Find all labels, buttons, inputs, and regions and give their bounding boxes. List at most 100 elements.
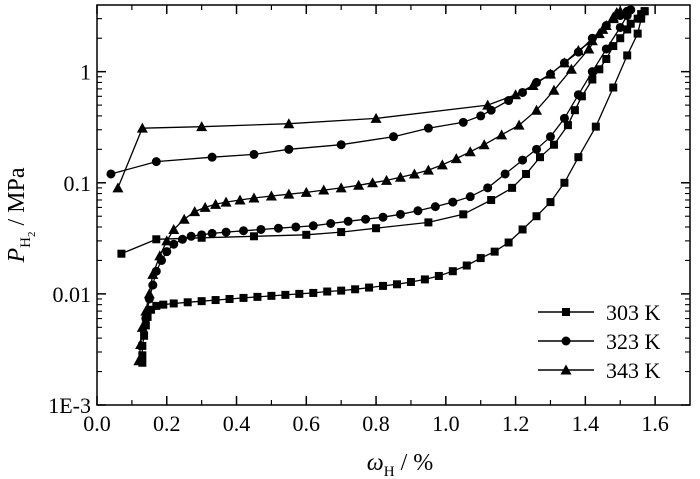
series-circle [106, 5, 636, 324]
data-point [267, 291, 276, 300]
data-point [434, 271, 443, 280]
data-point [637, 14, 646, 23]
data-point [211, 296, 220, 305]
data-point [601, 44, 611, 54]
data-point [478, 139, 490, 150]
data-point [518, 225, 527, 234]
data-point [518, 155, 528, 165]
data-point [168, 223, 180, 234]
data-point [574, 153, 583, 162]
data-point [424, 218, 433, 227]
data-point [462, 261, 471, 270]
plot-frame [96, 4, 691, 406]
data-point [549, 140, 558, 149]
data-point [378, 212, 388, 222]
data-point [351, 285, 360, 294]
y-tick-label: 1E-3 [48, 393, 91, 418]
data-point [476, 254, 485, 263]
data-point [152, 235, 161, 244]
data-point [609, 83, 618, 92]
data-point [248, 192, 260, 203]
data-point [532, 212, 541, 221]
plot-border [96, 4, 691, 406]
data-point [308, 221, 318, 231]
data-point [565, 63, 577, 74]
data-point [178, 213, 190, 224]
data-point [273, 223, 283, 233]
legend-marker [560, 364, 572, 375]
data-point [459, 210, 468, 219]
x-tick-label: 1.0 [432, 411, 460, 436]
data-point [152, 301, 161, 310]
y-tick-label: 0.1 [64, 171, 92, 196]
data-point [318, 184, 330, 195]
data-point [465, 192, 475, 202]
data-point [395, 209, 405, 219]
data-point [389, 132, 398, 142]
data-point [283, 118, 295, 129]
data-point [640, 7, 649, 16]
data-point [162, 247, 172, 257]
legend-marker [561, 336, 571, 346]
data-point [361, 214, 371, 224]
legend-entry: 323 K [538, 329, 661, 354]
data-point [607, 11, 619, 22]
data-point [141, 321, 150, 330]
data-point [197, 230, 207, 240]
data-point [239, 226, 249, 236]
legend-entry: 343 K [538, 358, 661, 383]
data-point [336, 140, 346, 150]
data-point [147, 268, 159, 279]
data-point [560, 178, 569, 187]
y-axis-ticks: 1E-3 0.01 0.1 1 [48, 18, 690, 418]
data-point [253, 292, 262, 301]
data-point [136, 321, 148, 332]
x-tick-label: 0.8 [362, 411, 390, 436]
data-point [408, 168, 420, 179]
data-point [504, 238, 513, 247]
data-point [536, 153, 545, 162]
data-point [559, 113, 569, 123]
data-point [210, 198, 222, 209]
data-point [623, 25, 632, 34]
data-point [140, 331, 149, 340]
data-point [169, 239, 179, 249]
data-point [300, 186, 312, 197]
data-point [548, 84, 560, 95]
y-tick-label: 0.01 [53, 282, 92, 307]
data-point [513, 119, 525, 130]
data-point [372, 224, 381, 233]
data-point [464, 146, 476, 157]
data-point [496, 129, 508, 140]
data-point [423, 123, 433, 133]
x-tick-label: 0.6 [293, 411, 321, 436]
data-point [532, 144, 542, 154]
data-point [595, 65, 604, 74]
data-point [154, 250, 166, 261]
data-point [169, 299, 178, 308]
y-axis-title: PH2 / MPa [4, 167, 38, 263]
data-point [381, 174, 393, 185]
data-point [558, 57, 570, 68]
data-point [365, 283, 374, 292]
legend-marker [562, 308, 570, 316]
legend: 303 K 323 K 343 K [538, 300, 661, 383]
series-line [110, 8, 633, 319]
data-point [482, 99, 494, 110]
data-point [379, 281, 388, 290]
legend-label: 303 K [606, 300, 661, 325]
y-tick-label: 1 [80, 60, 91, 85]
data-point [597, 23, 609, 34]
data-point [249, 149, 259, 159]
data-point [337, 286, 346, 295]
data-point [490, 247, 499, 256]
x-axis-title: ωH / % [367, 450, 433, 479]
data-point [572, 45, 584, 56]
x-tick-label: 0.2 [153, 411, 181, 436]
data-point [609, 42, 618, 51]
x-tick-label: 1.4 [572, 411, 600, 436]
data-point [161, 235, 173, 246]
data-point [177, 234, 187, 244]
x-tick-label: 1.2 [502, 411, 530, 436]
